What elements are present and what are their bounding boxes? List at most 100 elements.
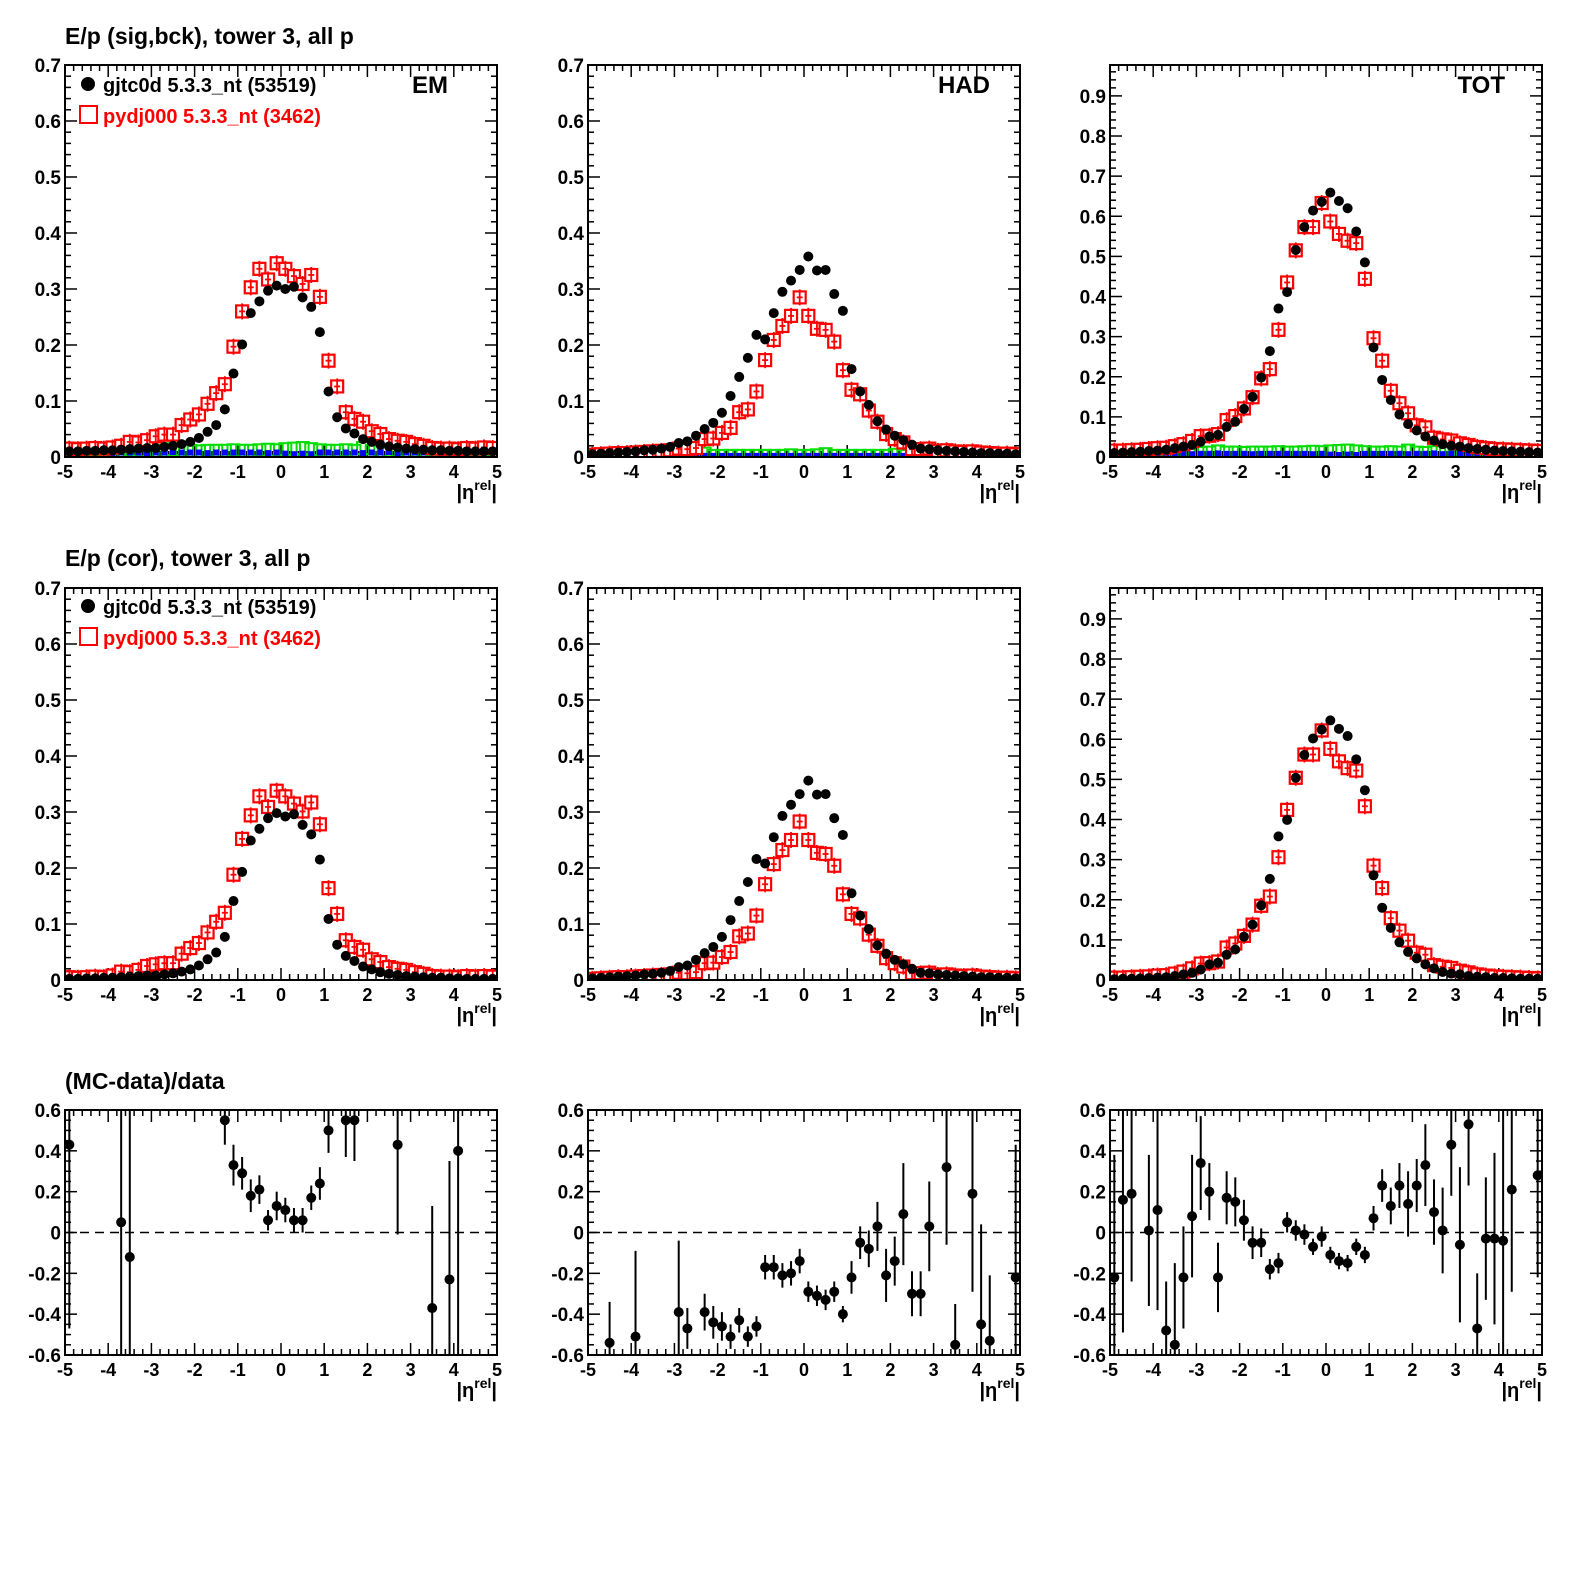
data-point (803, 251, 814, 262)
data-point (820, 264, 831, 275)
ratio-point (811, 1290, 822, 1301)
ratio-point (340, 1115, 351, 1126)
y-tick-label: 0.6 (35, 635, 61, 656)
bkg-data-point (1353, 451, 1360, 457)
x-tick-label: 0 (276, 985, 286, 1005)
x-axis-label-main: |η (1501, 1005, 1519, 1027)
ratio-point (967, 1188, 978, 1199)
bkg-data-point (1413, 450, 1420, 457)
data-point (855, 386, 866, 397)
x-tick-label: 3 (406, 462, 416, 482)
y-tick-label: 0.6 (1080, 207, 1106, 228)
data-point (682, 960, 693, 971)
x-tick-label: 3 (929, 985, 939, 1005)
data-point (1377, 374, 1388, 385)
x-tick-label: 4 (1494, 1360, 1504, 1380)
data-point (435, 972, 446, 980)
data-point (176, 966, 187, 977)
data-point (751, 854, 762, 865)
x-tick-label: -5 (57, 985, 73, 1005)
data-point (647, 968, 658, 979)
x-tick-label: -4 (1145, 1360, 1161, 1380)
data-point (159, 969, 170, 980)
data-point (1498, 445, 1509, 456)
data-point (924, 444, 935, 455)
ratio-point (254, 1184, 265, 1195)
legend-mc-marker (79, 627, 98, 646)
legend-mc-marker (79, 105, 98, 124)
x-axis-label: |ηrel| (979, 1000, 1020, 1027)
data-point (1187, 967, 1198, 978)
ratio-point (427, 1303, 438, 1314)
x-tick-label: 5 (1015, 985, 1025, 1005)
data-point (1290, 772, 1301, 783)
data-point (907, 963, 917, 974)
legend-data-marker (81, 599, 95, 613)
y-tick-label: 0 (573, 1224, 584, 1245)
legend-row1: gjtc0d 5.3.3_nt (53519) pydj000 5.3.3_nt… (79, 75, 321, 128)
data-point (1316, 724, 1327, 735)
y-tick-label: 0.6 (35, 112, 61, 133)
data-point (932, 445, 943, 456)
data-point (159, 441, 170, 452)
bkg-data-point (1189, 451, 1196, 457)
y-tick-label: 0.1 (1080, 408, 1107, 429)
ratio-point (306, 1192, 317, 1203)
bkg-data-point (394, 450, 401, 457)
ratio-point (1498, 1235, 1509, 1246)
panel-frame (1109, 1109, 1543, 1356)
panel-had-sigbck: -5 -4 -3 -2 -1 0 1 2 3 4 5 0 0.1 0.2 0.3 0.4 0.5 0.6 0.7 |η… (558, 56, 1025, 504)
bkg-data-point (1240, 450, 1247, 457)
x-tick-label: 1 (319, 985, 329, 1005)
data-point (699, 948, 710, 959)
y-tick-label: 0.9 (1080, 87, 1106, 108)
data-point (90, 445, 101, 456)
data-point (604, 972, 615, 980)
data-point (1152, 972, 1163, 980)
data-point (427, 445, 438, 456)
x-tick-label: -5 (580, 462, 596, 482)
bkg-data-point (368, 449, 375, 456)
data-point (288, 281, 299, 292)
data-point (150, 443, 161, 454)
panel-tot-ratio: -5 -4 -3 -2 -1 0 1 2 3 4 5 -0.6 -0.4 -0.2 0 0.2 0.4 0.6 |η… (1073, 1101, 1547, 1402)
data-point (595, 448, 606, 457)
data-point (604, 448, 615, 457)
x-axis-label-end: | (1536, 1005, 1542, 1027)
data-point (1463, 970, 1474, 980)
data-point (366, 436, 377, 447)
data-point (1394, 409, 1405, 420)
x-tick-label: -4 (100, 985, 116, 1005)
plot-area (1110, 715, 1542, 980)
bkg-data-point (1301, 450, 1308, 457)
ratio-point (219, 1115, 230, 1126)
bkg-data-point (822, 452, 829, 457)
y-tick-label: 0.4 (1080, 1142, 1107, 1163)
x-tick-label: 4 (972, 1360, 982, 1380)
x-tick-label: -5 (1102, 1360, 1118, 1380)
bkg-data-point (1223, 450, 1230, 457)
x-tick-label: 0 (1321, 985, 1331, 1005)
data-point (1110, 447, 1120, 457)
data-point (673, 962, 684, 973)
data-point (1316, 196, 1327, 207)
bkg-data-point (1284, 450, 1291, 457)
ratio-point (725, 1331, 736, 1342)
ratio-point (846, 1272, 857, 1283)
data-point (306, 829, 317, 840)
x-tick-label: 4 (972, 985, 982, 1005)
ratio-point (604, 1337, 615, 1348)
y-tick-label: 0.4 (558, 747, 585, 768)
data-point (487, 973, 497, 980)
x-tick-label: 4 (449, 985, 459, 1005)
bkg-data-point (360, 450, 367, 457)
data-point (1308, 205, 1319, 216)
x-tick-label: -3 (1188, 1360, 1204, 1380)
bkg-data-point (1197, 450, 1204, 457)
data-point (271, 808, 282, 819)
data-point (588, 973, 598, 980)
ratio-point (1463, 1119, 1474, 1130)
y-tick-label: 0.4 (35, 1142, 62, 1163)
data-point (613, 447, 624, 457)
ratio-point (1221, 1192, 1232, 1203)
